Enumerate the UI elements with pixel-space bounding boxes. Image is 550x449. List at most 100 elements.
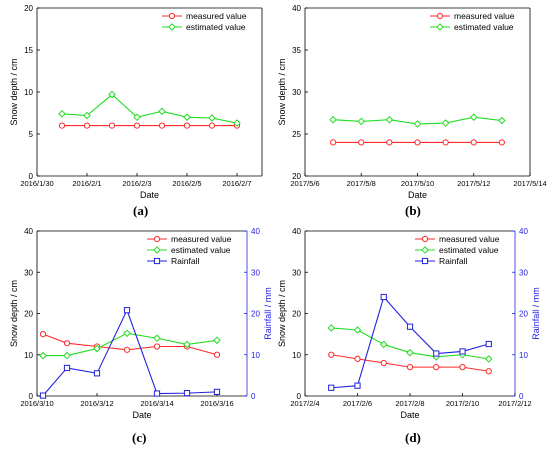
data-point-rainfall [123,307,131,314]
data-point-estimated-value [183,340,191,349]
data-point-estimated-value [498,116,506,125]
data-point-estimated-value [327,324,336,332]
data-point-estimated-value [63,351,71,360]
data-point-estimated-value [329,115,337,124]
legend-marker-rainfall [421,257,429,265]
y-axis-label: Snow depth / cm [9,280,19,347]
data-point-measured-value [330,139,337,146]
y-tick-label: 30 [24,268,33,277]
legend-marker-rainfall [153,257,161,265]
panel-label-a: (a) [133,203,149,218]
data-point-measured-value [386,139,393,146]
data-point-measured-value [183,122,191,129]
data-point-estimated-value [441,119,450,127]
data-point-measured-value [208,122,216,129]
y2-axis-label: Rainfall / mm [531,287,541,340]
data-point-rainfall [93,370,101,377]
x-tick-label: 2017/5/8 [347,179,376,188]
series-line-estimated-value [61,93,238,124]
y-tick-label: 20 [24,310,33,319]
x-tick-label: 2016/2/1 [72,179,101,188]
y-tick-label: 10 [292,351,301,360]
y2-tick-label: 30 [251,268,260,277]
data-point-estimated-value [108,90,116,99]
data-point-measured-value [470,139,477,146]
data-point-measured-value [63,340,71,347]
y-tick-label: 40 [24,227,33,236]
data-point-estimated-value [379,340,388,349]
data-point-estimated-value [93,344,101,353]
data-point-measured-value [133,122,141,129]
data-point-estimated-value [123,329,131,338]
x-tick-label: 2017/5/6 [290,179,319,188]
data-point-rainfall [380,293,387,301]
data-point-rainfall [459,348,466,355]
x-axis-label: Date [400,410,419,420]
data-point-estimated-value [213,336,221,345]
x-tick-label: 2016/2/3 [122,179,151,188]
legend-label-measured-value: measured value [186,11,247,21]
data-point-rainfall [433,350,440,357]
data-point-estimated-value [39,351,47,360]
y-tick-label: 10 [24,88,33,97]
data-point-estimated-value [484,355,493,363]
y-tick-label: 40 [292,4,301,13]
legend-label-measured-value: measured value [439,234,500,244]
y-tick-label: 5 [29,130,34,139]
y-tick-label: 20 [24,4,33,13]
data-point-estimated-value [153,334,161,343]
chart-panel-3: 2016/3/10 2016/3/12 2016/3/14 2016/3/16 0 10 2… [9,227,273,420]
x-tick-label: 2017/2/12 [498,399,531,408]
legend-marker-estimated-value [436,23,444,31]
data-point-estimated-value [183,113,191,122]
y2-tick-label: 40 [519,227,528,236]
y-axis-label: Snow depth / cm [9,58,19,125]
x-tick-label: 2016/3/12 [80,399,113,408]
legend-marker-estimated-value [153,246,161,254]
x-tick-label: 2016/3/14 [140,399,173,408]
data-point-measured-value [123,346,131,353]
y-tick-label: 35 [292,46,301,55]
legend-marker-measured-value [168,12,176,20]
data-point-rainfall [63,364,71,372]
y-tick-label: 0 [29,392,34,401]
y-tick-label: 30 [292,268,301,277]
y2-axis-label: Rainfall / mm [263,287,273,340]
legend-label-estimated-value: estimated value [186,22,246,32]
data-point-measured-value [433,364,440,371]
data-point-rainfall [406,323,414,330]
y-tick-label: 20 [292,172,301,181]
data-point-measured-value [213,351,221,358]
x-axis-label: Date [408,190,427,200]
x-tick-label: 2017/2/4 [290,399,319,408]
x-tick-label: 2017/2/10 [446,399,479,408]
x-tick-label: 2016/2/5 [172,179,201,188]
legend-label-estimated-value: estimated value [171,245,231,255]
data-point-estimated-value [158,107,166,116]
data-point-measured-value [158,122,166,129]
data-point-measured-value [153,343,161,350]
data-point-measured-value [39,331,47,338]
data-point-measured-value [498,139,505,146]
data-point-rainfall [354,382,361,389]
data-point-measured-value [380,359,387,367]
data-point-estimated-value [357,117,366,126]
x-tick-label: 2017/5/12 [457,179,490,188]
data-point-estimated-value [133,113,141,122]
data-point-measured-value [83,122,91,129]
legend-label-rainfall: Rainfall [171,256,199,266]
panel-label-c: (c) [132,430,147,445]
data-point-measured-value [354,355,361,362]
data-point-rainfall [213,388,221,395]
data-point-estimated-value [208,114,216,122]
series-line-rainfall [42,308,218,396]
legend-label-measured-value: measured value [171,234,232,244]
legend-marker-estimated-value [421,246,429,254]
data-point-measured-value [108,122,116,129]
data-point-measured-value [358,139,365,146]
data-point-estimated-value [469,113,478,122]
data-point-estimated-value [406,348,414,357]
y-tick-label: 10 [24,351,33,360]
x-tick-label: 2016/1/30 [20,179,53,188]
y-tick-label: 25 [292,130,301,139]
